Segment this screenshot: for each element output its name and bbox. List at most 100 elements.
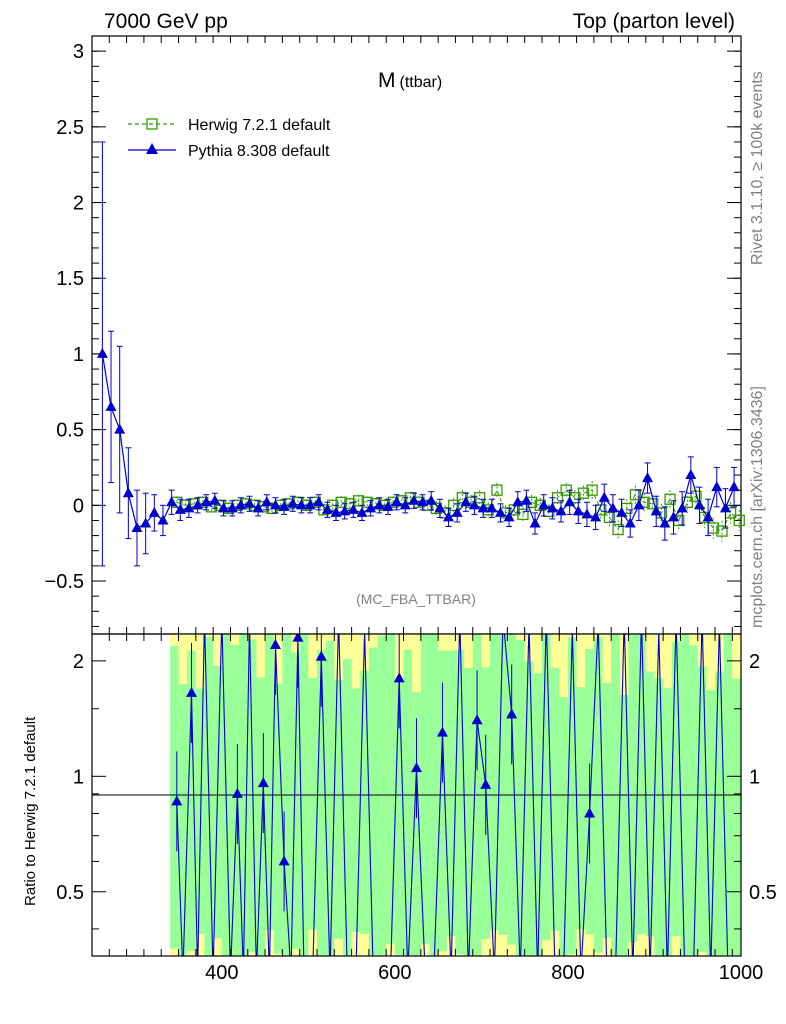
pythia-point xyxy=(356,506,368,517)
main-ytick-label: 0.5 xyxy=(56,420,84,442)
plot-title-main: M xyxy=(378,69,396,92)
pythia-point xyxy=(529,517,541,528)
pythia-point xyxy=(408,494,420,505)
pythia-point xyxy=(321,503,333,514)
ratio-axis-ticks: 0.5 0.5 1 1 2 2 400 600 800 1000 xyxy=(56,634,777,984)
pythia-point xyxy=(269,499,281,510)
ratio-band-inner xyxy=(420,634,430,945)
herwig-point xyxy=(352,495,365,507)
pythia-point xyxy=(668,511,680,522)
ratio-band-inner xyxy=(308,677,318,930)
pythia-point xyxy=(650,505,662,516)
pythia-point xyxy=(659,517,671,528)
ratio-band-inner xyxy=(412,692,422,956)
main-ytick-label: −0.5 xyxy=(45,571,84,593)
pythia-point xyxy=(183,502,195,513)
ratio-band-inner xyxy=(455,649,465,955)
pythia-point xyxy=(685,469,697,480)
ratio-pythia-point xyxy=(186,686,198,697)
ratio-pythia-point xyxy=(506,708,518,719)
ratio-pythia-point xyxy=(171,795,183,806)
ratio-band-inner xyxy=(256,677,266,956)
main-ytick-label: 1.5 xyxy=(56,268,84,290)
pythia-point xyxy=(96,347,108,358)
pythia-point xyxy=(252,502,264,513)
rivet-version-label: Rivet 3.1.10, ≥ 100k events xyxy=(749,71,766,265)
pythia-point xyxy=(347,503,359,514)
ratio-band-inner xyxy=(706,690,716,956)
pythia-point xyxy=(287,497,299,508)
mcplots-label: mcplots.cern.ch [arXiv:1306.3436] xyxy=(749,386,766,628)
ratio-ytick-label-right: 0.5 xyxy=(749,882,777,904)
pythia-point xyxy=(313,496,325,507)
ratio-band-inner xyxy=(446,650,456,936)
pythia-point xyxy=(538,499,550,510)
ratio-pythia-point xyxy=(480,778,492,789)
legend-pythia-marker xyxy=(146,143,158,154)
ratio-band-inner xyxy=(524,661,534,956)
pythia-point xyxy=(607,502,619,513)
ratio-band-inner xyxy=(663,688,673,956)
pythia-point xyxy=(425,494,437,505)
pythia-point xyxy=(451,506,463,517)
ratio-pythia-point xyxy=(278,855,290,866)
herwig-point xyxy=(603,511,616,524)
pythia-point xyxy=(468,499,480,510)
pythia-point xyxy=(503,511,515,522)
pythia-point xyxy=(226,502,238,513)
ratio-pythia-point xyxy=(584,807,596,818)
ratio-xtick-label: 600 xyxy=(378,962,411,984)
herwig-point xyxy=(733,514,745,527)
pythia-point xyxy=(417,496,429,507)
ratio-pythia-point xyxy=(471,714,483,725)
pythia-point xyxy=(339,505,351,516)
ratio-band-inner xyxy=(386,634,396,945)
main-ytick-label: 2.5 xyxy=(56,117,84,139)
herwig-point xyxy=(448,499,460,511)
pythia-point xyxy=(261,496,273,507)
ratio-band-inner xyxy=(628,634,638,943)
herwig-point xyxy=(491,484,503,496)
pythia-point xyxy=(693,499,705,510)
ratio-band-inner xyxy=(490,634,500,931)
ratio-xtick-label: 1000 xyxy=(719,962,764,984)
pythia-point xyxy=(399,499,411,510)
ratio-pythia-point xyxy=(231,787,243,798)
ratio-band-inner xyxy=(394,681,405,956)
ratio-pythia-point xyxy=(436,726,448,737)
ratio-plot-panel: 0.5 0.5 1 1 2 2 400 600 800 1000 Ratio to Herwig … xyxy=(22,633,777,984)
pythia-point xyxy=(443,511,455,522)
main-ytick-label: 2 xyxy=(73,193,84,215)
ratio-band-inner xyxy=(342,659,353,956)
pythia-point xyxy=(598,491,610,502)
ratio-band-inner xyxy=(567,637,578,954)
pythia-point xyxy=(243,497,255,508)
pythia-point xyxy=(304,499,316,510)
legend-herwig-marker xyxy=(146,118,158,130)
pythia-point xyxy=(546,502,558,513)
pythia-point xyxy=(278,500,290,511)
ratio-band-inner xyxy=(368,647,379,956)
pythia-point xyxy=(555,505,567,516)
pythia-point xyxy=(477,502,489,513)
pythia-point xyxy=(633,499,645,510)
pythia-point xyxy=(105,400,117,411)
ratio-band-inner xyxy=(438,650,448,952)
pythia-point xyxy=(192,499,204,510)
herwig-point xyxy=(716,525,728,537)
pythia-point xyxy=(581,508,593,519)
ratio-pythia-point xyxy=(393,672,405,683)
pythia-point xyxy=(148,506,160,517)
ratio-band-inner xyxy=(230,645,240,956)
ratio-band-inner xyxy=(291,652,301,949)
ratio-band-inner xyxy=(533,673,543,956)
ratio-xtick-label: 400 xyxy=(205,962,238,984)
ratio-band-inner xyxy=(645,671,655,937)
ratio-ytick-label: 1 xyxy=(73,766,84,788)
pythia-point xyxy=(572,505,584,516)
main-series-layer xyxy=(96,141,745,567)
pythia-point xyxy=(728,481,740,492)
pythia-point xyxy=(520,494,532,505)
ratio-band-inner xyxy=(654,678,664,956)
pythia-point xyxy=(460,496,472,507)
